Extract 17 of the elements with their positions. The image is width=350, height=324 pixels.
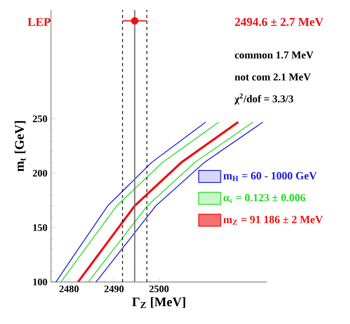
x-tick-label: 2490 — [104, 286, 124, 292]
annotation: not com 2.1 MeV — [234, 73, 311, 81]
y-tick-label: 100 — [33, 278, 48, 286]
legend-label: m$_{Z}$ = 91 186 ± 2 MeV — [223, 216, 323, 225]
x-axis-title: Γ$_{Z}$ [MeV] — [132, 297, 186, 308]
annotation: common 1.7 MeV — [234, 51, 314, 59]
chart-title: LEP — [28, 18, 51, 26]
y-tick-label: 150 — [33, 224, 48, 231]
x-tick-label: 2480 — [59, 286, 79, 292]
annotation: χ$^{2}$/dof = 3.3/3 — [234, 93, 294, 105]
y-tick-label: 200 — [32, 170, 48, 177]
y-axis-title: m$_{t}$ [GeV] — [14, 121, 26, 172]
annotation: 2494.6 ± 2.7 MeV — [235, 18, 324, 26]
x-tick-label: 2500 — [149, 286, 169, 292]
legend-label: α$_{s}$ = 0.123 ± 0.006 — [224, 194, 306, 203]
y-tick-label: 250 — [32, 115, 48, 122]
legend-label: m$_{H}$ = 60 - 1000 GeV — [223, 172, 317, 181]
